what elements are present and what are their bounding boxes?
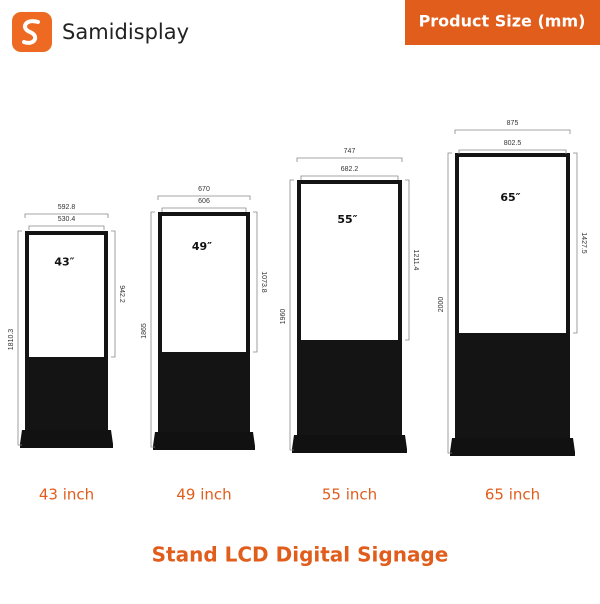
screen-width: 802.5 (504, 140, 522, 147)
product-name: 43 inch (39, 486, 94, 504)
screen-label: 55″ (337, 213, 357, 226)
screen (162, 216, 246, 352)
dimension-line (150, 211, 155, 448)
dimension-line (458, 149, 567, 154)
screen-label: 43″ (54, 256, 74, 269)
dimension-line (24, 213, 109, 218)
badge-bg (405, 0, 600, 45)
screen (29, 235, 104, 357)
total-height: 1960 (280, 309, 287, 325)
dimension-line (447, 152, 452, 454)
caption: Stand LCD Digital Signage (152, 543, 449, 567)
total-height: 1865 (141, 323, 148, 339)
outer-width: 875 (507, 120, 519, 127)
dimension-line (573, 152, 578, 334)
brand-name: Samidisplay (62, 20, 189, 44)
screen-width: 682.2 (341, 166, 359, 173)
dimension-line (296, 157, 403, 162)
kiosk-base (20, 430, 113, 448)
logo-mark (22, 19, 40, 45)
product-name: 65 inch (485, 486, 540, 504)
screen (301, 184, 398, 340)
screen-height: 1427.5 (580, 232, 587, 254)
screen (459, 157, 566, 333)
dimension-line (111, 230, 116, 358)
kiosk-base (292, 435, 407, 453)
dimension-line (454, 129, 571, 134)
screen-width: 606 (198, 198, 210, 205)
outer-width: 670 (198, 186, 210, 193)
dimension-line (28, 225, 105, 230)
product-name: 55 inch (322, 486, 377, 504)
kiosk-base (450, 438, 575, 456)
screen-width: 530.4 (58, 216, 76, 223)
total-height: 2000 (438, 297, 445, 313)
dimension-line (289, 179, 294, 451)
product-name: 49 inch (176, 486, 231, 504)
dimension-line (253, 211, 258, 353)
kiosk-base (153, 432, 255, 450)
outer-width: 592.8 (58, 204, 76, 211)
dimension-line (17, 230, 22, 446)
total-height: 1810.3 (8, 329, 15, 351)
dimension-line (300, 175, 399, 180)
dimension-line (157, 195, 251, 200)
screen-height: 1211.4 (412, 250, 419, 271)
badge: Product Size (mm) (419, 12, 586, 31)
screen-height: 1073.8 (260, 271, 267, 293)
screen-label: 49″ (192, 240, 212, 253)
screen-label: 65″ (500, 191, 520, 204)
logo: Samidisplay (12, 12, 189, 52)
outer-width: 747 (344, 148, 356, 155)
dimension-line (161, 207, 247, 212)
dimension-line (405, 179, 410, 341)
screen-height: 942.2 (118, 285, 125, 303)
products: 43″ 592.8 530.4 1810.3 942.2 43 inch 49″ 670 606… (8, 120, 587, 504)
